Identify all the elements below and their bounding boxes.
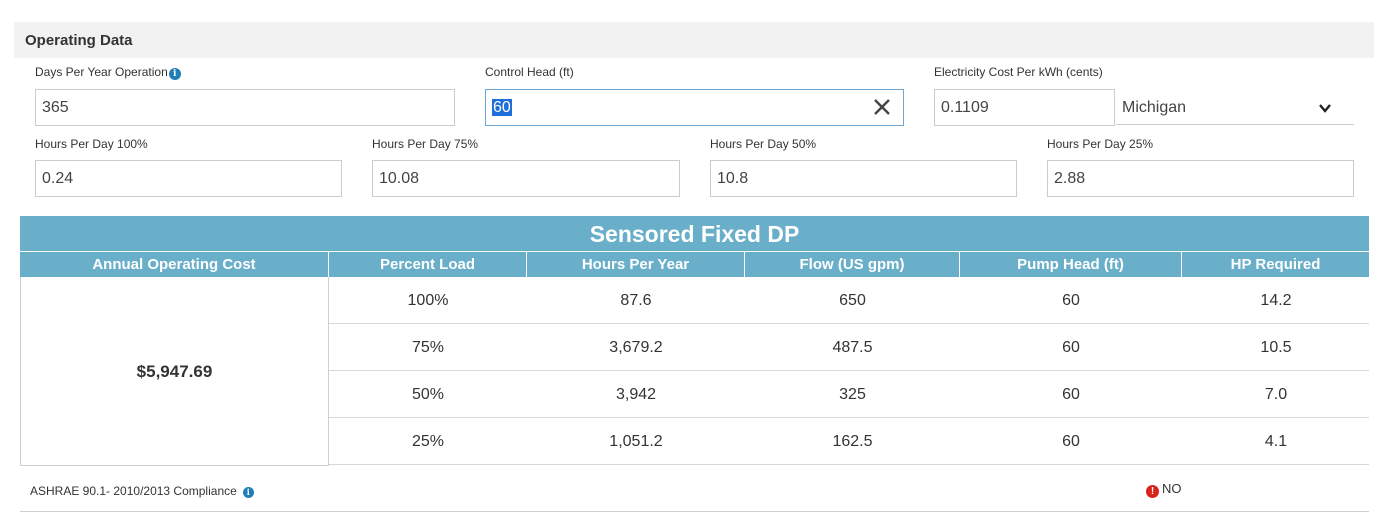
hp-required-cell: 7.0 xyxy=(1264,386,1288,403)
hours-75-label: Hours Per Day 75% xyxy=(372,137,479,151)
control-head-value: 60 xyxy=(492,99,512,116)
table-row: 50% 3,942 325 60 7.0 xyxy=(329,371,1369,418)
alert-icon: ! xyxy=(1146,485,1159,498)
table-header-row: Annual Operating Cost Percent Load Hours… xyxy=(20,252,1369,277)
percent-load-cell: 50% xyxy=(411,386,445,403)
hours-50-label: Hours Per Day 50% xyxy=(710,137,817,151)
hours-per-year-cell: 87.6 xyxy=(620,292,652,309)
hours-per-year-cell: 3,942 xyxy=(615,386,657,403)
section-title: Operating Data xyxy=(14,22,1374,58)
hp-required-cell: 14.2 xyxy=(1260,292,1292,309)
hours-100-input[interactable]: 0.24 xyxy=(35,160,342,197)
column-header: Flow (US gpm) xyxy=(744,252,959,277)
hours-75-input[interactable]: 10.08 xyxy=(372,160,680,197)
flow-cell: 650 xyxy=(839,292,866,309)
table-row: 25% 1,051.2 162.5 60 4.1 xyxy=(329,418,1369,465)
days-per-year-label: Days Per Year Operation i xyxy=(35,65,181,80)
flow-cell: 162.5 xyxy=(832,433,873,450)
compliance-status-text: NO xyxy=(1162,481,1182,496)
divider xyxy=(20,511,1369,512)
compliance-status: ! NO xyxy=(1146,481,1182,498)
days-per-year-input[interactable]: 365 xyxy=(35,89,455,126)
electricity-cost-label: Electricity Cost Per kWh (cents) xyxy=(934,65,1103,79)
clear-icon[interactable] xyxy=(871,95,893,119)
compliance-label-text: ASHRAE 90.1- 2010/2013 Compliance xyxy=(30,484,237,498)
pump-head-cell: 60 xyxy=(1062,386,1080,403)
column-header: HP Required xyxy=(1181,252,1369,277)
pump-head-cell: 60 xyxy=(1062,433,1080,450)
hours-100-label: Hours Per Day 100% xyxy=(35,137,148,151)
compliance-label: ASHRAE 90.1- 2010/2013 Compliance i xyxy=(30,484,254,498)
hp-required-cell: 4.1 xyxy=(1264,433,1288,450)
annual-operating-cost: $5,947.69 xyxy=(20,277,329,466)
hours-25-input[interactable]: 2.88 xyxy=(1047,160,1354,197)
control-head-input[interactable]: 60 xyxy=(485,89,904,126)
days-per-year-label-text: Days Per Year Operation xyxy=(35,65,168,79)
control-head-label: Control Head (ft) xyxy=(485,65,574,79)
column-header: Percent Load xyxy=(328,252,526,277)
flow-cell: 325 xyxy=(839,386,866,403)
info-icon[interactable]: i xyxy=(242,487,254,498)
hours-25-label: Hours Per Day 25% xyxy=(1047,137,1154,151)
percent-load-cell: 75% xyxy=(411,339,445,356)
flow-cell: 487.5 xyxy=(832,339,873,356)
percent-load-cell: 100% xyxy=(407,292,449,309)
column-header: Hours Per Year xyxy=(526,252,744,277)
pump-head-cell: 60 xyxy=(1062,292,1080,309)
hp-required-cell: 10.5 xyxy=(1260,339,1292,356)
state-select[interactable]: Michigan xyxy=(1116,90,1354,125)
chevron-down-icon xyxy=(1319,104,1331,113)
table-title: Sensored Fixed DP xyxy=(20,216,1369,251)
column-header: Pump Head (ft) xyxy=(959,252,1181,277)
column-header: Annual Operating Cost xyxy=(92,256,256,273)
table-row: 100% 87.6 650 60 14.2 xyxy=(329,277,1369,324)
hours-per-year-cell: 3,679.2 xyxy=(609,339,663,356)
info-icon[interactable]: i xyxy=(168,68,181,80)
electricity-cost-input[interactable]: 0.1109 xyxy=(934,89,1115,126)
state-select-value: Michigan xyxy=(1122,99,1187,116)
hours-50-input[interactable]: 10.8 xyxy=(710,160,1017,197)
percent-load-cell: 25% xyxy=(411,433,445,450)
table-row: 75% 3,679.2 487.5 60 10.5 xyxy=(329,324,1369,371)
hours-per-year-cell: 1,051.2 xyxy=(609,433,663,450)
pump-head-cell: 60 xyxy=(1062,339,1080,356)
